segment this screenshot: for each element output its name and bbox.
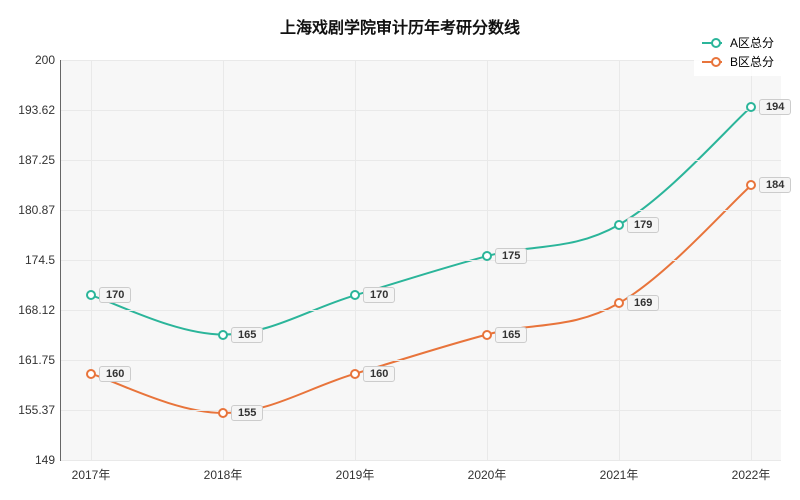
legend-label: A区总分 (730, 34, 774, 51)
grid-line-v (223, 60, 224, 460)
data-label: 194 (759, 99, 791, 115)
legend-marker (711, 38, 721, 48)
data-marker (614, 220, 624, 230)
x-axis-label: 2021年 (600, 460, 639, 483)
legend-item: A区总分 (702, 34, 774, 51)
grid-line-h (61, 460, 781, 461)
data-marker (746, 180, 756, 190)
grid-line-h (61, 60, 781, 61)
chart-container: 上海戏剧学院审计历年考研分数线 149155.37161.75168.12174… (0, 0, 800, 500)
y-axis-label: 168.12 (18, 303, 61, 317)
plot-area: 149155.37161.75168.12174.5180.87187.2519… (60, 60, 781, 461)
y-axis-label: 174.5 (25, 253, 61, 267)
data-marker (482, 251, 492, 261)
legend-label: B区总分 (730, 53, 774, 70)
data-label: 165 (495, 327, 527, 343)
x-axis-label: 2018年 (204, 460, 243, 483)
y-axis-label: 187.25 (18, 153, 61, 167)
chart-legend: A区总分 B区总分 (694, 28, 782, 76)
data-label: 175 (495, 248, 527, 264)
data-marker (614, 298, 624, 308)
y-axis-label: 180.87 (18, 203, 61, 217)
grid-line-h (61, 260, 781, 261)
data-label: 165 (231, 327, 263, 343)
grid-line-v (619, 60, 620, 460)
data-label: 160 (363, 366, 395, 382)
grid-line-h (61, 160, 781, 161)
grid-line-v (355, 60, 356, 460)
grid-line-h (61, 310, 781, 311)
data-label: 155 (231, 405, 263, 421)
y-axis-label: 149 (35, 453, 61, 467)
x-axis-label: 2022年 (732, 460, 771, 483)
grid-line-h (61, 410, 781, 411)
y-axis-label: 193.62 (18, 103, 61, 117)
data-marker (218, 408, 228, 418)
data-label: 170 (363, 287, 395, 303)
x-axis-label: 2017年 (72, 460, 111, 483)
grid-line-h (61, 360, 781, 361)
y-axis-label: 155.37 (18, 403, 61, 417)
grid-line-h (61, 110, 781, 111)
data-label: 169 (627, 295, 659, 311)
x-axis-label: 2019年 (336, 460, 375, 483)
x-axis-label: 2020年 (468, 460, 507, 483)
legend-item: B区总分 (702, 53, 774, 70)
y-axis-label: 200 (35, 53, 61, 67)
data-label: 184 (759, 177, 791, 193)
data-marker (350, 369, 360, 379)
data-marker (482, 330, 492, 340)
data-label: 170 (99, 287, 131, 303)
data-marker (218, 330, 228, 340)
legend-marker (711, 57, 721, 67)
grid-line-v (751, 60, 752, 460)
y-axis-label: 161.75 (18, 353, 61, 367)
data-label: 179 (627, 217, 659, 233)
data-label: 160 (99, 366, 131, 382)
grid-line-v (91, 60, 92, 460)
data-marker (86, 290, 96, 300)
chart-title: 上海戏剧学院审计历年考研分数线 (0, 14, 800, 38)
data-marker (350, 290, 360, 300)
data-marker (746, 102, 756, 112)
grid-line-h (61, 210, 781, 211)
data-marker (86, 369, 96, 379)
